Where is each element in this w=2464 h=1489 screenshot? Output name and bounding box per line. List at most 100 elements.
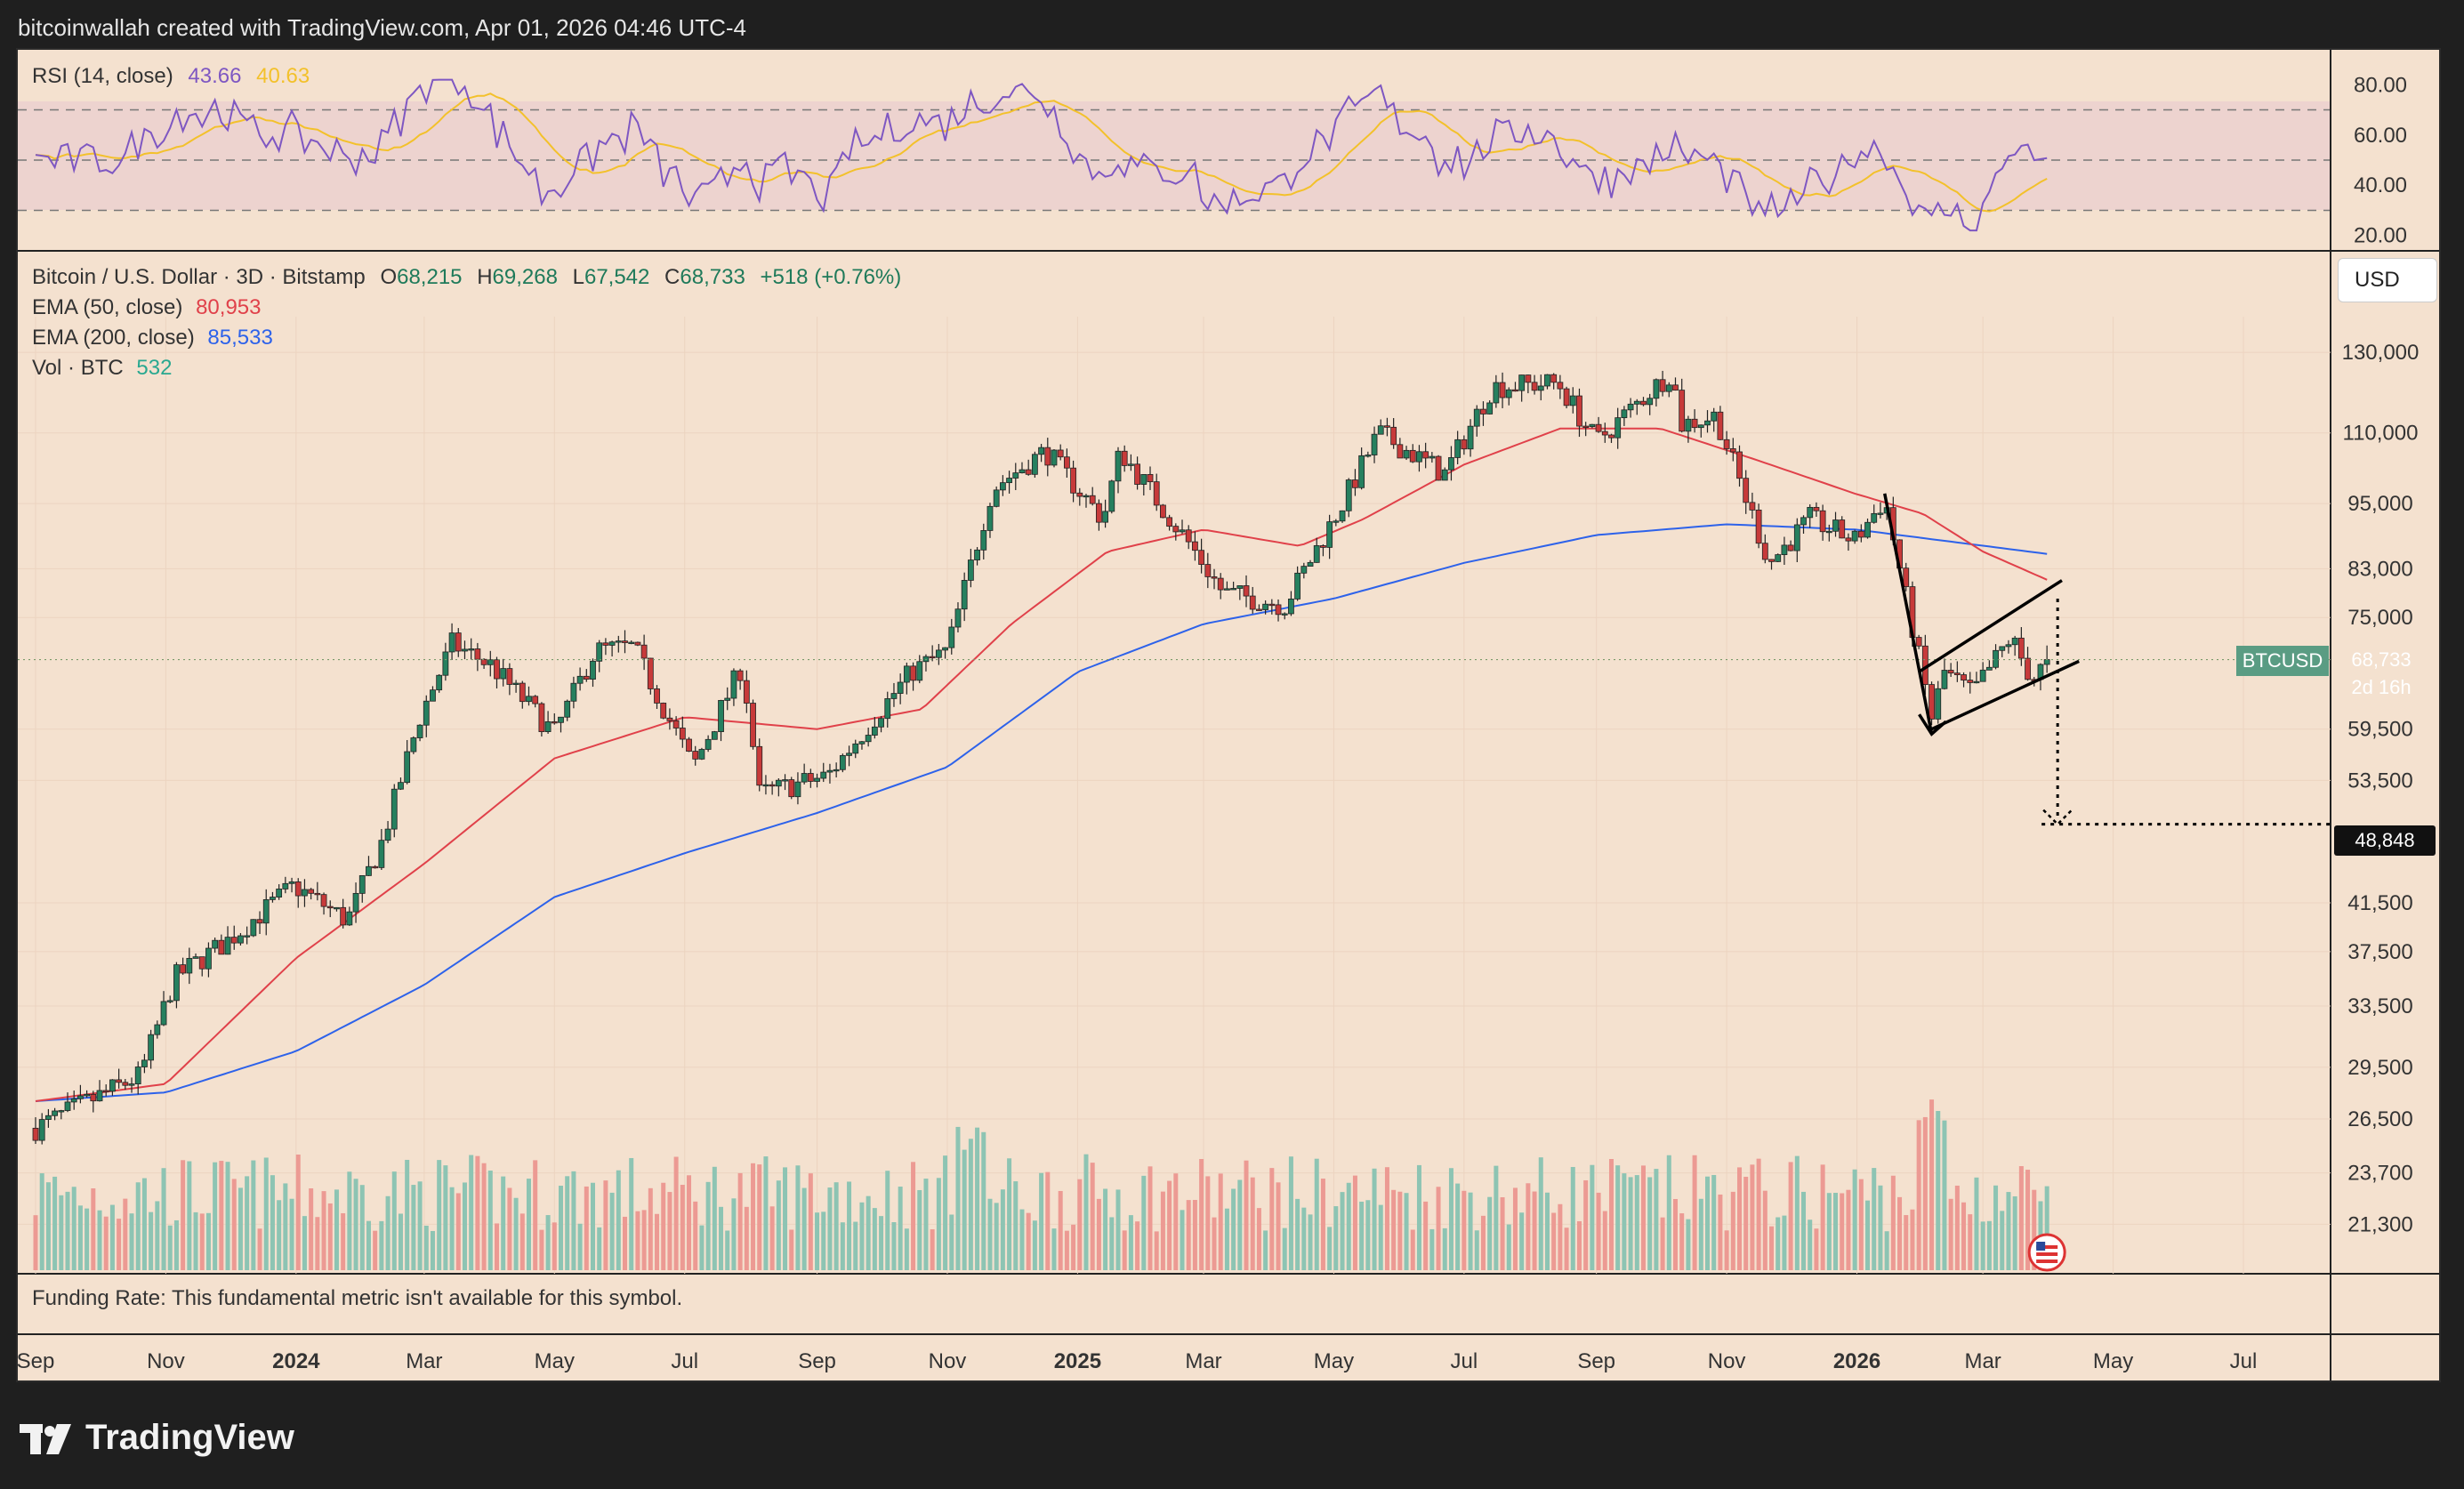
candle-body [346, 911, 353, 926]
volume-bar [744, 1206, 749, 1270]
candle-body [1832, 519, 1839, 532]
candle-body [1185, 529, 1192, 543]
volume-bar [1532, 1191, 1537, 1270]
candle-body [1345, 479, 1352, 511]
volume-bar [712, 1166, 717, 1270]
volume-bar [1480, 1215, 1486, 1270]
volume-bar [833, 1182, 839, 1270]
price-tick-label: 23,700 [2347, 1162, 2412, 1186]
candle-body [166, 1000, 173, 1002]
volume-bar [39, 1173, 44, 1270]
candle-body [1544, 374, 1550, 387]
volume-bar [1929, 1099, 1935, 1270]
candle-body [1736, 451, 1743, 479]
candle-body [1204, 564, 1212, 577]
volume-bar [1244, 1160, 1249, 1270]
volume-bar [1980, 1221, 1985, 1270]
volume-bar [1058, 1190, 1063, 1270]
volume-bar [1416, 1164, 1421, 1270]
candle-body [180, 964, 187, 974]
channel-lower-line [1930, 659, 2080, 731]
symbol-legend[interactable]: Bitcoin / U.S. Dollar · 3D · Bitstamp O6… [32, 265, 901, 290]
tradingview-logo-icon [20, 1424, 71, 1455]
candle-body [967, 559, 974, 581]
volume-label: Vol · BTC [32, 356, 124, 380]
chart-canvas[interactable]: 130,000 110,000 95,000 83,000 75,000 59,500 53… [18, 50, 2441, 1382]
time-tick-label: Nov [929, 1349, 967, 1373]
candle-body [948, 626, 955, 648]
volume-bar [1224, 1208, 1229, 1270]
close-label: C [664, 265, 680, 289]
candle-body [1236, 585, 1244, 589]
candle-body [358, 874, 366, 894]
volume-bar [2025, 1170, 2031, 1270]
candle-body [1679, 390, 1686, 432]
volume-bar [1442, 1227, 1447, 1270]
candle-body [1697, 424, 1704, 429]
volume-bar [1788, 1162, 1793, 1270]
candle-body [1076, 492, 1083, 497]
candle-body [974, 549, 980, 560]
volume-bar [981, 1131, 986, 1270]
volume-bar [1295, 1198, 1300, 1270]
volume-bar [1141, 1175, 1147, 1270]
volume-bar [103, 1216, 109, 1270]
volume-bar [245, 1176, 250, 1270]
candle-body [1160, 504, 1166, 519]
volume-bar [1346, 1182, 1351, 1270]
candle-body [270, 897, 276, 900]
candle-body [436, 674, 443, 691]
candle-body [1704, 420, 1711, 426]
volume-bar [1064, 1230, 1069, 1270]
candle-body [116, 1079, 123, 1083]
volume-bar [283, 1183, 288, 1270]
volume-bar [1128, 1215, 1133, 1270]
volume-bar [199, 1213, 205, 1270]
volume-bar [1282, 1227, 1287, 1270]
candle-body [230, 937, 238, 944]
ema50-legend[interactable]: EMA (50, close) 80,953 [32, 295, 261, 320]
candle-body [462, 648, 468, 652]
volume-bar [533, 1160, 538, 1270]
volume-bar [545, 1215, 551, 1270]
candle-body [1275, 604, 1282, 616]
volume-bar [181, 1160, 186, 1270]
candle-body [334, 906, 340, 910]
candle-body [1685, 418, 1692, 432]
price-tick-label: 37,500 [2347, 940, 2412, 964]
volume-bar [1782, 1215, 1787, 1270]
volume-bar [1500, 1197, 1505, 1270]
candle-body [1857, 530, 1864, 538]
candle-body [1864, 521, 1871, 538]
candle-body [2017, 637, 2025, 659]
volume-bar [1974, 1177, 1979, 1270]
volume-legend[interactable]: Vol · BTC 532 [32, 356, 172, 381]
volume-bar [193, 1211, 198, 1270]
volume-bar [1961, 1202, 1967, 1270]
candle-body [1665, 384, 1672, 392]
volume-bar [1218, 1173, 1223, 1270]
volume-bar [1365, 1200, 1371, 1270]
candle-body [1761, 543, 1768, 560]
candle-body [544, 720, 552, 732]
volume-bar [295, 1155, 301, 1270]
candle-body [1397, 444, 1404, 459]
rsi-line [35, 78, 2048, 232]
candle-body [1012, 472, 1019, 479]
volume-bar [1180, 1210, 1185, 1270]
volume-bar [731, 1198, 737, 1270]
ema200-legend[interactable]: EMA (200, close) 85,533 [32, 326, 273, 350]
candle-body [1416, 451, 1422, 463]
candle-body [1473, 408, 1480, 427]
candle-body [1365, 455, 1372, 457]
candle-body [1108, 480, 1115, 512]
candle-body [1198, 550, 1205, 565]
volume-bar [366, 1220, 371, 1270]
currency-button[interactable]: USD [2338, 258, 2437, 302]
candle-body [634, 641, 641, 646]
volume-bar [623, 1216, 628, 1270]
candle-body [1070, 467, 1076, 494]
volume-bar [2012, 1195, 2017, 1270]
candle-body [993, 489, 1000, 507]
volume-bar [687, 1175, 692, 1270]
